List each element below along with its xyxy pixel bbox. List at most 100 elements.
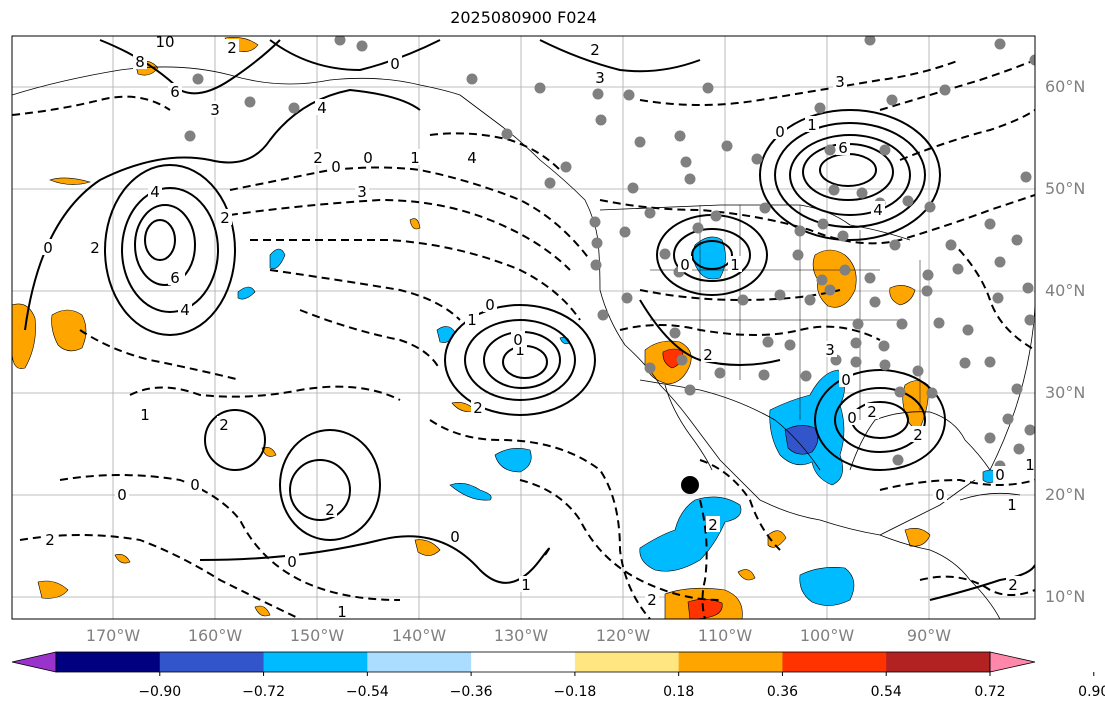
contour-label: 4 [873, 201, 883, 219]
patch-orange-small-9 [767, 530, 787, 548]
dashed-contour-6 [299, 309, 441, 371]
station-dot [939, 84, 951, 96]
contour-label: 3 [825, 341, 835, 359]
patch-orange-ohio [889, 285, 916, 306]
patch-orange-small-11 [254, 605, 271, 617]
latitude-label: 50°N [1045, 179, 1086, 198]
station-dot [894, 386, 906, 398]
dashed-contour-15 [899, 109, 1035, 161]
contour-zero-south [199, 535, 550, 584]
station-dot [758, 369, 770, 381]
station-dot [1024, 314, 1035, 326]
colorbar-segment [56, 652, 161, 672]
longitude-label: 100°W [799, 626, 855, 645]
contour-label-bg [805, 116, 819, 132]
patch-orange-small-4 [414, 539, 441, 556]
colorbar-segment [159, 652, 265, 672]
contour-label-bg [833, 73, 847, 89]
colorbar-tick-label: 0.72 [974, 684, 1006, 700]
patch-orange-small-1 [49, 177, 92, 185]
contour-label: 0 [995, 466, 1005, 484]
contour-label: 1 [467, 311, 477, 329]
dashed-contour-9 [19, 534, 301, 619]
contour-label: 4 [180, 301, 190, 319]
contour-label: 2 [220, 209, 230, 227]
coastlines [12, 66, 1035, 619]
station-dot [824, 144, 836, 156]
station-dot [856, 187, 868, 199]
contour-label-bg [158, 36, 172, 49]
station-dot [992, 292, 1004, 304]
colorbar-tick-label: −0.18 [553, 684, 597, 700]
station-dot [994, 38, 1006, 50]
station-dot [621, 292, 633, 304]
station-dot [902, 195, 914, 207]
station-dot [926, 387, 938, 399]
station-dot [869, 296, 881, 308]
contour-high-pacific-outer [24, 88, 421, 331]
station-dot [623, 89, 635, 101]
longitude-label: 160°W [187, 626, 243, 645]
station-dot [864, 36, 876, 46]
contour-texas-2 [834, 387, 926, 453]
station-dot [644, 362, 656, 374]
dashed-contour-19 [699, 459, 781, 551]
station-dot [544, 177, 556, 189]
contour-label: 1 [730, 256, 740, 274]
contour-alaska-top-2 [269, 39, 441, 72]
contour-label-bg [993, 466, 1007, 482]
contour-label: 2 [1008, 576, 1018, 594]
contour-label: 2 [590, 41, 600, 59]
station-dot [816, 274, 828, 286]
station-dot [684, 384, 696, 396]
station-dot [356, 40, 368, 52]
station-dot [984, 432, 996, 444]
longitude-label: 140°W [391, 626, 447, 645]
map-frame [11, 35, 1036, 620]
station-dot [864, 272, 876, 284]
contour-label: 1 [807, 116, 817, 134]
contour-low-pacific-2 [121, 187, 219, 313]
alaska-coast [12, 66, 461, 96]
contour-label-bg [311, 149, 325, 165]
contour-label: 1 [521, 576, 531, 594]
station-dot [288, 102, 300, 114]
contour-label: 0 [287, 553, 297, 571]
longitude-label: 110°W [697, 626, 753, 645]
station-dot [794, 225, 806, 237]
colorbar-tick-label: −0.90 [138, 684, 182, 700]
station-dot [814, 102, 826, 114]
longitude-label: 90°W [906, 626, 952, 645]
station-dot [692, 222, 704, 234]
contour-label: 0 [43, 239, 53, 257]
contour-label-bg [178, 301, 192, 317]
colorbar-tick-label: 0.36 [766, 684, 799, 700]
station-dot [684, 173, 696, 185]
contour-label-bg [593, 69, 607, 85]
station-dot [945, 239, 957, 251]
station-dot [595, 114, 607, 126]
colorbar-extend-low [11, 651, 57, 673]
station-dot [659, 248, 671, 260]
station-dot [737, 294, 749, 306]
patch-orange-west-pacific-2 [12, 303, 36, 369]
contour-label: 2 [647, 591, 657, 609]
station-dot [1022, 282, 1034, 294]
colorbar-segment [886, 652, 991, 672]
station-dot [800, 370, 812, 382]
contour-label: 0 [847, 409, 857, 427]
station-dot [952, 263, 964, 275]
contour-label-bg [706, 516, 720, 532]
latitude-label: 40°N [1045, 281, 1086, 300]
colorbar-segment [678, 652, 783, 672]
contour-label-bg [836, 139, 850, 155]
contour-label-bg [911, 426, 925, 442]
contour-label-bg [845, 409, 859, 425]
contour-label-bg [225, 39, 239, 55]
contour-montana-3 [691, 240, 733, 270]
station-dot [850, 337, 862, 349]
station-dot [534, 82, 546, 94]
contour-label-bg [865, 403, 879, 419]
dashed-contour-11 [519, 479, 721, 601]
patch-orange-small-7 [904, 528, 931, 547]
